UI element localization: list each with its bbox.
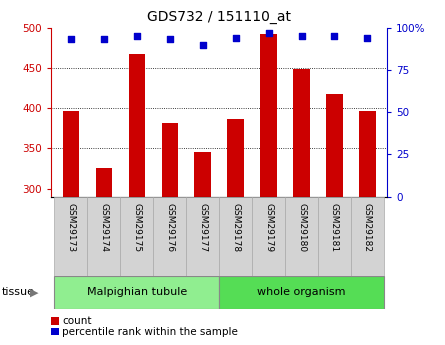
Text: GSM29181: GSM29181 xyxy=(330,203,339,252)
Point xyxy=(199,42,206,47)
Bar xyxy=(54,197,87,276)
Bar xyxy=(252,197,285,276)
Bar xyxy=(285,197,318,276)
Bar xyxy=(326,93,343,345)
Bar xyxy=(63,110,79,345)
Text: ▶: ▶ xyxy=(30,288,39,298)
Text: percentile rank within the sample: percentile rank within the sample xyxy=(62,327,238,336)
Point xyxy=(133,33,140,39)
Text: GSM29173: GSM29173 xyxy=(66,203,76,252)
Bar xyxy=(219,276,384,309)
Title: GDS732 / 151110_at: GDS732 / 151110_at xyxy=(147,10,291,24)
Text: GSM29177: GSM29177 xyxy=(198,203,207,252)
Bar xyxy=(87,197,120,276)
Bar xyxy=(227,119,244,345)
Bar xyxy=(359,111,376,345)
Text: GSM29180: GSM29180 xyxy=(297,203,306,252)
Bar xyxy=(293,69,310,345)
Bar xyxy=(129,54,145,345)
Bar xyxy=(219,197,252,276)
Point xyxy=(100,37,107,42)
Text: GSM29174: GSM29174 xyxy=(99,203,109,252)
Text: GSM29182: GSM29182 xyxy=(363,203,372,252)
Text: whole organism: whole organism xyxy=(257,287,346,297)
Text: GSM29175: GSM29175 xyxy=(132,203,142,252)
Text: count: count xyxy=(62,316,92,326)
Bar xyxy=(318,197,351,276)
Bar xyxy=(54,276,219,309)
Text: GSM29178: GSM29178 xyxy=(231,203,240,252)
Point xyxy=(232,35,239,40)
Point xyxy=(298,33,305,39)
Point xyxy=(67,37,74,42)
Point xyxy=(331,33,338,39)
Text: GSM29176: GSM29176 xyxy=(165,203,174,252)
Bar xyxy=(194,152,211,345)
Text: Malpighian tubule: Malpighian tubule xyxy=(87,287,187,297)
Bar xyxy=(162,124,178,345)
Point xyxy=(364,35,371,40)
Bar xyxy=(351,197,384,276)
Text: tissue: tissue xyxy=(2,287,35,297)
Point xyxy=(166,37,173,42)
Bar xyxy=(96,168,112,345)
Bar xyxy=(186,197,219,276)
Bar xyxy=(260,34,277,345)
Bar xyxy=(120,197,153,276)
Bar xyxy=(153,197,186,276)
Text: GSM29179: GSM29179 xyxy=(264,203,273,252)
Point xyxy=(265,30,272,36)
